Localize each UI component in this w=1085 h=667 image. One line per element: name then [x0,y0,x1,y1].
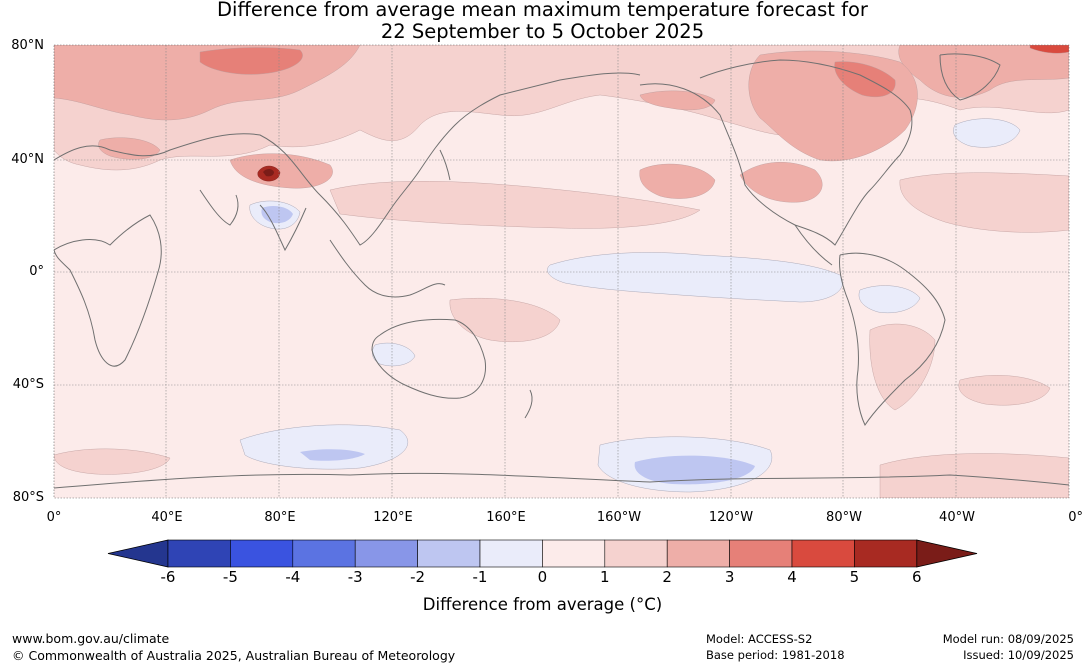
footer-model-run: Model run: 08/09/2025 [942,632,1074,646]
map-title-line-2: 22 September to 5 October 2025 [380,20,705,43]
colorbar-tick-label: -6 [160,568,176,586]
colorbar-tick-label: 1 [600,568,610,586]
colorbar-bin [854,539,918,568]
footer-model: Model: ACCESS-S2 [706,632,813,646]
lat-label-0: 0° [29,264,44,279]
colorbar-tick-label: 5 [849,568,860,586]
anomaly-region-ne-pacific [639,163,716,199]
colorbar-label: Difference from average (°C) [422,595,663,614]
coast-japan [439,149,451,181]
coast-south-america [839,252,946,427]
colorbar-bin [354,539,418,568]
anomaly-region-hotspot-core [263,169,274,177]
colorbar-extend-high [916,539,978,568]
anomaly-region-siberia-strong [199,47,303,75]
coast-se-asia [329,239,446,298]
colorbar-tick-label: 2 [662,568,672,586]
lat-label-80n: 80°N [11,38,44,53]
anomaly-region-south-america-warm [869,323,936,411]
colorbar-bin [729,539,793,568]
coast-new-zealand [524,389,533,419]
anomaly-region-greenland-strong [1029,45,1069,54]
anomaly-region-southern-indian-cool [239,424,408,470]
colorbar-bin [417,539,481,568]
anomaly-region-equatorial-pacific-cool [547,252,843,303]
anomaly-region-south-atlantic-warm [958,375,1051,406]
lon-label-160w: 160°W [596,510,642,525]
anomaly-region-hudson-strong [834,61,896,98]
anomaly-region-north-atlantic-warm [899,172,1069,233]
footer-issued: Issued: 10/09/2025 [963,648,1074,662]
lat-label-40s: 40°S [12,377,44,392]
lon-label-0-right: 0° [1068,510,1083,525]
coast-antarctica [54,472,1069,489]
lon-label-120w: 120°W [708,510,754,525]
anomaly-region-southern-indian-cool-core [300,449,365,461]
lon-label-0-left: 0° [46,510,62,525]
colorbar-tick-label: 3 [724,568,735,586]
map-title-line-1: Difference from average mean maximum tem… [217,0,868,21]
gridlines [54,45,1069,498]
coast-india [259,204,307,252]
footer-website: www.bom.gov.au/climate [12,631,170,646]
colorbar-tick-label: -2 [410,568,426,586]
colorbar-bin [167,539,231,568]
colorbar-tick-label: -1 [472,568,488,586]
colorbar-bin [230,539,294,568]
anomaly-region-southern-pacific-cool-core [634,455,755,485]
anomaly-region-mediterranean [98,137,161,160]
colorbar-tick-label: -5 [222,568,238,586]
colorbar-tick-label: -4 [285,568,301,586]
colorbar-bin [666,539,730,568]
lon-label-160e: 160°E [486,510,526,525]
lon-label-40w: 40°W [939,510,975,525]
colorbar-bin [479,539,543,568]
anomaly-region-australia-cool [372,342,416,367]
lat-label-40n: 40°N [11,152,44,167]
anomaly-region-north-pacific-warm [329,181,701,229]
footer-base-period: Base period: 1981-2018 [706,648,845,662]
coast-north-america [639,59,913,246]
anomaly-region-nw-atlantic-cool [953,118,1021,148]
coast-africa [54,214,162,367]
coast-europe-asia [54,72,641,246]
coast-central-america [794,224,833,266]
colorbar-tick-label: -3 [347,568,363,586]
anomaly-region-alaska [639,90,716,111]
lat-label-80s: 80°S [12,490,44,505]
colorbar-tick-label: 6 [912,568,922,586]
coastlines [54,53,1069,489]
lon-label-80w: 80°W [826,510,862,525]
lon-label-40e: 40°E [151,510,183,525]
anomaly-region-eastern-us [739,162,823,203]
colorbar-bin [791,539,855,568]
anomaly-region-south-atlantic-high-lat-warm [879,453,1069,498]
colorbar-tick-label: 4 [787,568,797,586]
colorbar-extend-low [107,539,169,568]
coast-arabia [199,189,239,226]
lon-label-120e: 120°E [373,510,413,525]
anomaly-region-sw-pacific-warm [449,298,561,342]
temperature-anomaly-field [54,45,1069,498]
colorbar-bin [542,539,606,568]
colorbar [107,539,978,568]
coast-greenland [939,53,1001,101]
coast-australia [371,318,487,399]
colorbar-bin [292,539,356,568]
colorbar-tick-label: 0 [537,568,548,586]
anomaly-region-southern-ocean-warm [54,448,171,475]
map-frame [53,44,1070,499]
anomaly-region-amazon-cool [858,285,921,313]
lon-label-80e: 80°E [264,510,296,525]
footer-copyright: © Commonwealth of Australia 2025, Austra… [12,648,456,663]
colorbar-bin [604,539,668,568]
